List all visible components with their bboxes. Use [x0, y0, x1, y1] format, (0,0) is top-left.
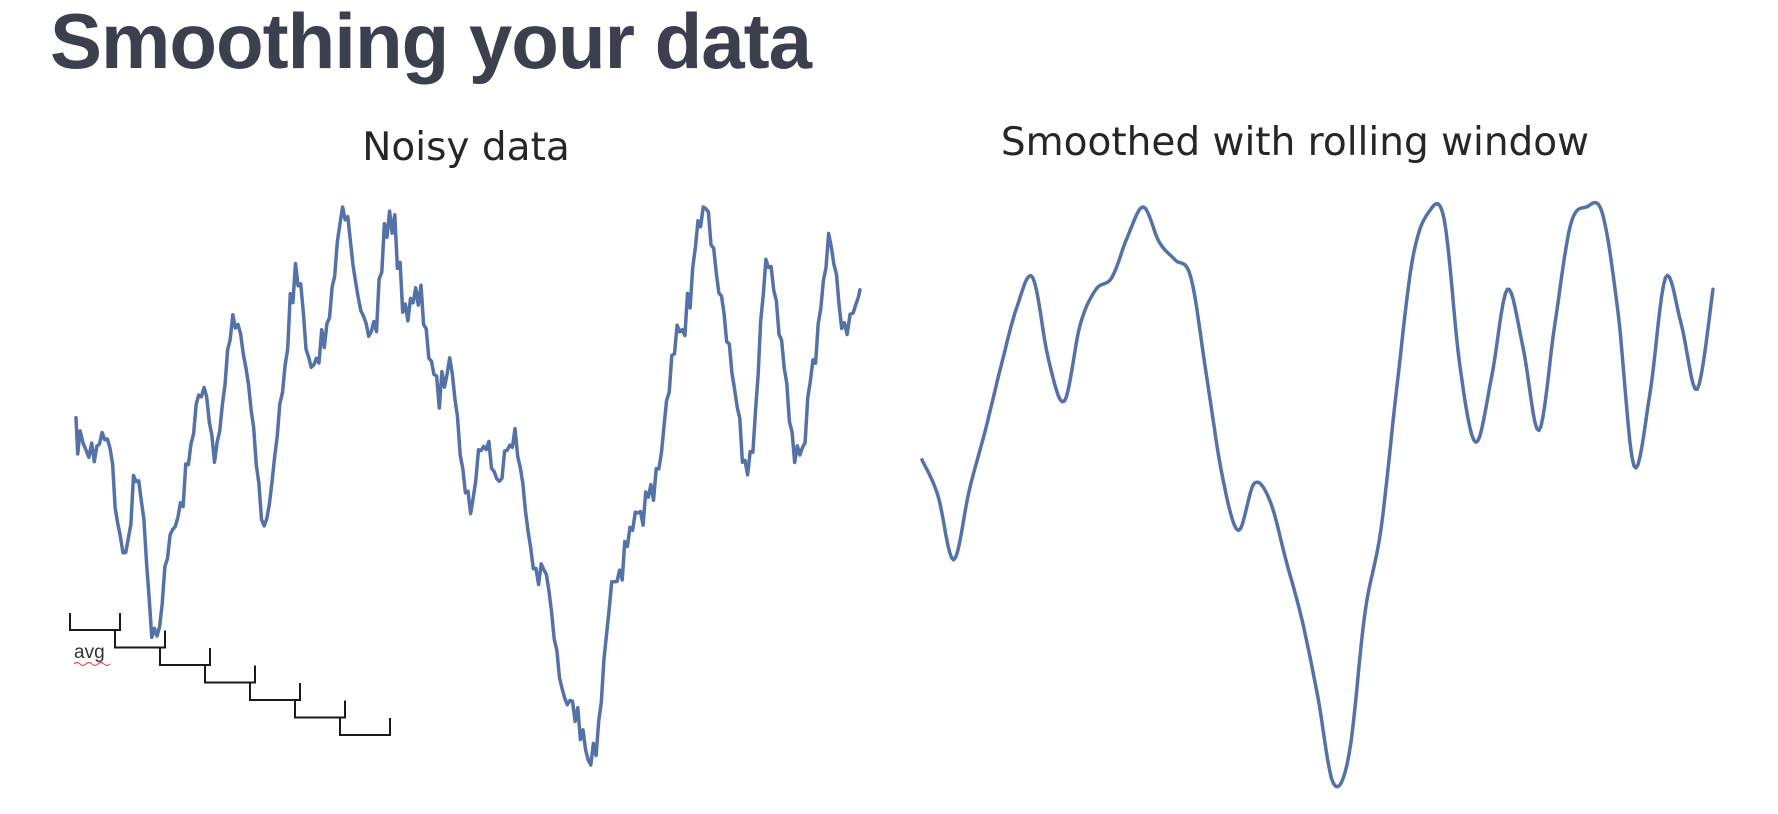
- smoothed-line: [920, 200, 1715, 789]
- rolling-window-bracket: [114, 630, 166, 649]
- avg-window-label: avg: [74, 642, 105, 663]
- noisy-data-plot: [74, 205, 862, 767]
- rolling-window-bracket: [249, 683, 301, 701]
- chart-title-smoothed: Smoothed with rolling window: [1000, 120, 1590, 165]
- rolling-window-bracket: [339, 718, 391, 736]
- rolling-window-bracket: [294, 700, 346, 719]
- rolling-window-bracket: [69, 613, 121, 631]
- spellcheck-underline: [73, 661, 111, 667]
- rolling-window-bracket: [204, 665, 256, 684]
- slide-title: Smoothing your data: [50, 0, 812, 85]
- rolling-window-bracket: [159, 648, 211, 666]
- smoothed-data-plot: [920, 200, 1715, 789]
- chart-title-noisy: Noisy data: [362, 125, 570, 170]
- noisy-line: [74, 205, 862, 767]
- rolling-window-diagram: [69, 613, 391, 736]
